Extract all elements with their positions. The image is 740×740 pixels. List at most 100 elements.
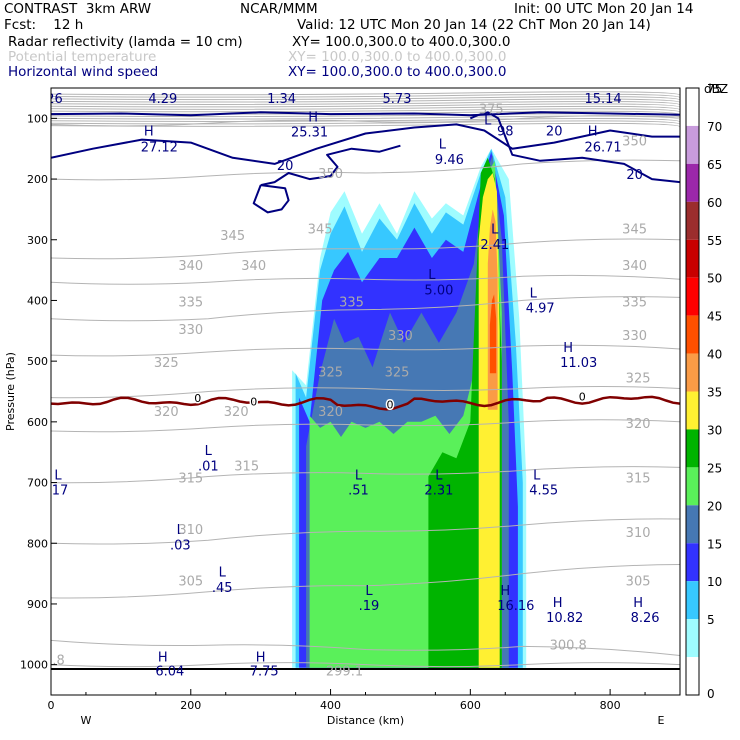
y-tick-label: 700 <box>27 477 48 490</box>
colorbar-label: 30 <box>707 423 722 437</box>
colorbar-swatch <box>686 505 699 544</box>
isentrope-packed-line <box>51 91 680 96</box>
contour-label: 9.46 <box>435 153 464 168</box>
wind-speed-contour <box>51 123 680 165</box>
x-tick-label: 400 <box>320 699 341 712</box>
west-label: W <box>81 714 92 727</box>
colorbar-label: 25 <box>707 461 722 475</box>
contour-label: 7.75 <box>250 665 279 680</box>
isentrope-packed-line <box>51 100 680 106</box>
contour-label: H <box>563 341 573 356</box>
contour-label: 340 <box>241 259 266 274</box>
contour-label: L <box>219 566 227 581</box>
contour-label: 4.97 <box>526 302 555 317</box>
init-time: Init: 00 UTC Mon 20 Jan 14 <box>514 1 694 17</box>
contour-label: 4.29 <box>148 92 177 107</box>
colorbar-swatch <box>686 543 699 582</box>
wind-speed-contour <box>51 111 680 117</box>
contour-label: .19 <box>359 599 380 614</box>
contour-label: 305 <box>626 575 651 590</box>
contour-label: 320 <box>318 405 343 420</box>
contour-label: 350 <box>318 167 343 182</box>
colorbar-label: 20 <box>707 499 722 513</box>
x-tick-label: 0 <box>48 699 55 712</box>
colorbar-label: 45 <box>707 310 722 324</box>
contour-label: 375 <box>479 103 504 118</box>
field3-name: Horizontal wind speed <box>8 64 159 80</box>
isentrope-335 <box>51 296 680 322</box>
colorbar-label: 15 <box>707 537 722 551</box>
contour-label: 325 <box>626 371 651 386</box>
reflectivity-region-45dbz <box>489 294 497 374</box>
colorbar-swatch <box>686 201 699 240</box>
x-tick-label: 800 <box>600 699 621 712</box>
colorbar-swatch <box>686 353 699 392</box>
contour-label: 310 <box>178 523 203 538</box>
contour-label: H <box>256 651 266 666</box>
contour-label: L <box>530 286 538 301</box>
field3-xy: XY= 100.0,300.0 to 400.0,300.0 <box>288 64 507 80</box>
colorbar-swatch <box>686 163 699 202</box>
contour-label: .03 <box>170 538 191 553</box>
contour-label: 1.34 <box>267 92 296 107</box>
zero-wind-contour <box>51 395 680 411</box>
isentrope-packed-line <box>51 98 680 104</box>
contour-label: 0 <box>579 391 586 404</box>
wind-layer <box>51 111 680 214</box>
contour-label: 98 <box>497 124 514 139</box>
isentrope-packed-line <box>51 122 680 128</box>
zero-contour-layer <box>51 395 680 411</box>
x-axis-label: Distance (km) <box>327 714 404 727</box>
contour-label: 325 <box>318 365 343 380</box>
contour-label: 27.12 <box>141 141 178 156</box>
contour-label: 305 <box>178 575 203 590</box>
field1-name: Radar reflectivity (lamda = 10 cm) <box>8 34 243 50</box>
colorbar-swatch <box>686 467 699 506</box>
contour-label: 350 <box>622 135 647 150</box>
contour-label: H <box>500 584 510 599</box>
contour-label: 0 <box>387 399 394 412</box>
contour-label: L <box>355 469 363 484</box>
colorbar-label: 70 <box>707 120 722 134</box>
contour-label: 345 <box>220 229 245 244</box>
contour-labels: 26 4.29 1.34 5.73 15.14H27.12H25.31L98L9.46H… <box>46 92 660 680</box>
contour-label: H <box>308 110 318 125</box>
contour-label: 0 <box>194 392 201 405</box>
contour-label: 8.26 <box>631 611 660 626</box>
contour-label: .51 <box>348 484 369 499</box>
field1-xy: XY= 100.0,300.0 to 400.0,300.0 <box>292 34 511 50</box>
valid-time: Valid: 12 UTC Mon 20 Jan 14 (22 ChT Mon … <box>297 17 651 33</box>
contour-label: 6.04 <box>155 665 184 680</box>
y-tick-label: 300 <box>27 234 48 247</box>
contour-label: 20 <box>277 159 294 174</box>
contour-label: 10.82 <box>546 611 583 626</box>
contour-label: H <box>588 124 598 139</box>
colorbar-swatch <box>686 619 699 658</box>
colorbar-label: 5 <box>707 613 715 627</box>
colorbar-label: 40 <box>707 348 722 362</box>
below-ground-mask <box>51 668 680 695</box>
colorbar-swatch <box>686 239 699 278</box>
contour-label: L <box>484 113 492 128</box>
contour-label: L <box>205 444 213 459</box>
contour-label: .17 <box>48 484 69 499</box>
colorbar-units: dBZ <box>704 82 728 96</box>
contour-label: 299.1 <box>326 665 363 680</box>
east-label: E <box>658 714 665 727</box>
contour-label: 335 <box>178 296 203 311</box>
contour-label: L <box>491 223 499 238</box>
institution-label: NCAR/MMM <box>240 1 318 17</box>
y-tick-label: 800 <box>27 537 48 550</box>
contour-label: 16.16 <box>497 599 534 614</box>
contour-label: 300.8 <box>550 639 587 654</box>
isentrope-340 <box>51 274 680 285</box>
colorbar-swatch <box>686 391 699 430</box>
contour-label: 325 <box>154 356 179 371</box>
contour-label: 5.00 <box>424 283 453 298</box>
contour-label: 340 <box>178 259 203 274</box>
x-tick-label: 200 <box>180 699 201 712</box>
wind-speed-contour <box>469 111 680 184</box>
contour-label: 26 <box>46 92 63 107</box>
